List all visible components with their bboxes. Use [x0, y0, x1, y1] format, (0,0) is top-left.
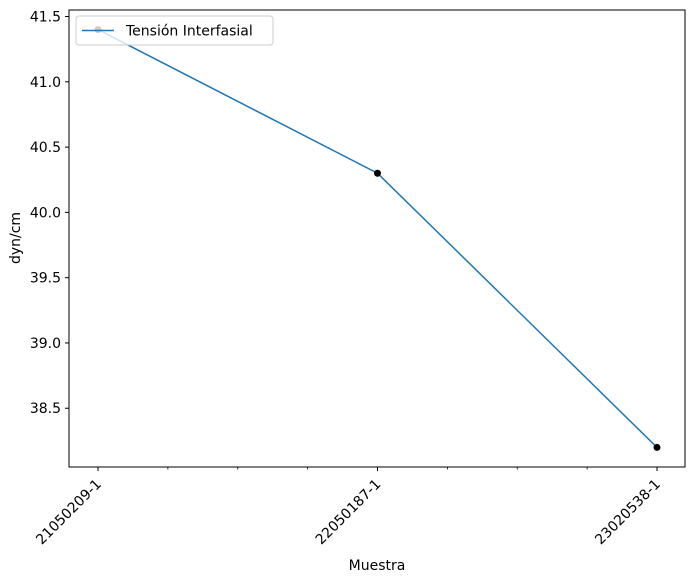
plot-area [69, 10, 685, 467]
x-tick-label: 22050187-1 [313, 477, 385, 549]
y-axis-label: dyn/cm [8, 212, 24, 264]
plot-frame [68, 9, 686, 468]
y-tick-label: 39.5 [30, 271, 61, 287]
x-tick-label: 23020538-1 [592, 477, 664, 549]
y-tick-label: 41.5 [30, 10, 61, 26]
legend-label: Tensión Interfasial [125, 24, 253, 40]
y-tick-label: 41.0 [30, 75, 61, 91]
legend-box [75, 15, 274, 46]
y-tick-label: 40.0 [30, 205, 61, 221]
y-tick-label: 40.5 [30, 140, 61, 156]
data-point [374, 169, 381, 177]
y-tick-label: 38.5 [30, 401, 61, 417]
y-axis: 38.5 39.0 39.5 40.0 40.5 41.0 41.5 [30, 10, 69, 417]
y-tick-label: 39.0 [30, 336, 61, 352]
legend: Tensión Interfasial [75, 15, 274, 46]
x-tick-label: 21050209-1 [33, 477, 105, 549]
x-axis: 21050209-1 22050187-1 23020538-1 [33, 467, 664, 548]
x-axis-label: Muestra [349, 558, 406, 574]
data-point [653, 443, 661, 451]
